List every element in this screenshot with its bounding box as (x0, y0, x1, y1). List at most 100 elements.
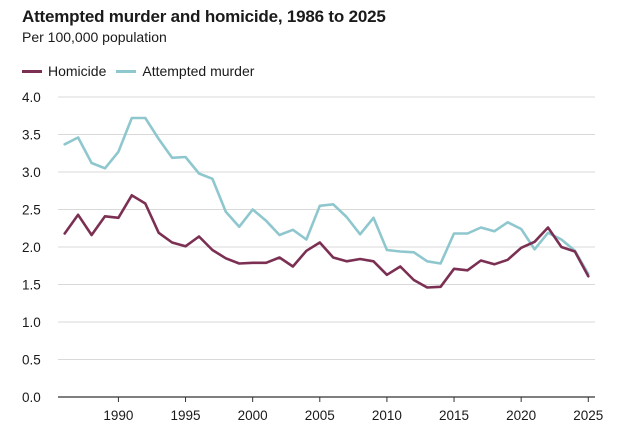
data-point-attempted-murder (64, 143, 66, 145)
data-point-homicide (332, 256, 334, 258)
data-point-attempted-murder (319, 205, 321, 207)
data-point-attempted-murder (104, 167, 106, 169)
data-point-attempted-murder (372, 217, 374, 219)
data-point-homicide (157, 232, 159, 234)
data-point-attempted-murder (533, 248, 535, 250)
data-point-homicide (547, 226, 549, 228)
data-point-homicide (413, 279, 415, 281)
data-point-homicide (426, 286, 428, 288)
data-point-attempted-murder (77, 136, 79, 138)
data-point-attempted-murder (386, 249, 388, 251)
data-point-homicide (587, 275, 589, 277)
data-point-attempted-murder (359, 233, 361, 235)
data-point-homicide (345, 260, 347, 262)
series-line-homicide (63, 194, 590, 289)
data-point-attempted-murder (171, 157, 173, 159)
data-point-homicide (493, 263, 495, 265)
data-point-attempted-murder (117, 151, 119, 153)
data-point-homicide (278, 256, 280, 258)
data-point-homicide (238, 262, 240, 264)
data-point-attempted-murder (453, 232, 455, 234)
data-point-attempted-murder (144, 117, 146, 119)
data-point-homicide (117, 217, 119, 219)
data-point-homicide (574, 250, 576, 252)
data-point-attempted-murder (131, 117, 133, 119)
data-point-homicide (292, 265, 294, 267)
data-point-homicide (211, 249, 213, 251)
legend: Homicide Attempted murder (22, 63, 264, 79)
legend-item-attempted-murder: Attempted murder (116, 63, 254, 79)
data-point-homicide (77, 214, 79, 216)
data-point-attempted-murder (480, 226, 482, 228)
data-point-homicide (439, 286, 441, 288)
data-point-homicide (386, 274, 388, 276)
legend-item-homicide: Homicide (22, 63, 106, 79)
data-point-homicide (131, 194, 133, 196)
data-point-homicide (399, 265, 401, 267)
data-point-attempted-murder (265, 220, 267, 222)
data-point-attempted-murder (292, 229, 294, 231)
data-point-attempted-murder (507, 221, 509, 223)
data-point-homicide (184, 245, 186, 247)
y-tick-label: 1.5 (22, 278, 41, 293)
y-tick-label: 2.0 (22, 240, 41, 255)
data-point-attempted-murder (439, 262, 441, 264)
series-line-attempted-murder (63, 116, 590, 276)
data-point-attempted-murder (305, 238, 307, 240)
data-point-homicide (251, 262, 253, 264)
data-point-homicide (64, 232, 66, 234)
data-point-attempted-murder (225, 211, 227, 213)
y-tick-label: 1.0 (22, 315, 41, 330)
legend-label-attempted-murder: Attempted murder (142, 63, 255, 79)
data-point-homicide (560, 246, 562, 248)
chart-title: Attempted murder and homicide, 1986 to 2… (22, 7, 386, 26)
data-point-attempted-murder (345, 216, 347, 218)
data-point-attempted-murder (560, 238, 562, 240)
y-tick-label: 0.0 (22, 390, 41, 405)
data-point-attempted-murder (413, 251, 415, 253)
data-point-attempted-murder (90, 162, 92, 164)
data-point-attempted-murder (251, 208, 253, 210)
data-point-homicide (305, 250, 307, 252)
data-point-attempted-murder (198, 172, 200, 174)
legend-swatch-homicide (22, 69, 42, 73)
data-point-attempted-murder (278, 234, 280, 236)
y-tick-label: 2.5 (22, 203, 41, 218)
y-tick-label: 4.0 (22, 90, 41, 105)
data-point-homicide (104, 215, 106, 217)
data-point-homicide (171, 241, 173, 243)
x-tick-label: 2020 (506, 408, 536, 423)
y-tick-label: 0.5 (22, 353, 41, 368)
x-tick-label: 1995 (171, 408, 201, 423)
x-tick-label: 2025 (573, 408, 603, 423)
data-point-attempted-murder (157, 138, 159, 140)
data-point-homicide (144, 202, 146, 204)
data-point-homicide (533, 241, 535, 243)
data-point-homicide (507, 259, 509, 261)
data-point-homicide (265, 262, 267, 264)
data-point-attempted-murder (238, 226, 240, 228)
data-point-homicide (225, 257, 227, 259)
legend-swatch-attempted-murder (116, 69, 137, 73)
data-point-attempted-murder (332, 203, 334, 205)
data-point-attempted-murder (493, 230, 495, 232)
data-point-homicide (453, 268, 455, 270)
data-point-homicide (480, 259, 482, 261)
data-point-homicide (319, 241, 321, 243)
data-point-attempted-murder (520, 228, 522, 230)
data-point-homicide (372, 260, 374, 262)
data-point-homicide (359, 258, 361, 260)
data-point-attempted-murder (466, 232, 468, 234)
x-tick-label: 2010 (372, 408, 402, 423)
data-point-attempted-murder (211, 178, 213, 180)
data-point-attempted-murder (184, 156, 186, 158)
data-point-homicide (198, 235, 200, 237)
data-point-homicide (520, 247, 522, 249)
x-tick-label: 2015 (439, 408, 469, 423)
y-tick-label: 3.5 (22, 128, 41, 143)
data-point-homicide (466, 269, 468, 271)
data-point-attempted-murder (426, 260, 428, 262)
x-tick-label: 1990 (103, 408, 133, 423)
